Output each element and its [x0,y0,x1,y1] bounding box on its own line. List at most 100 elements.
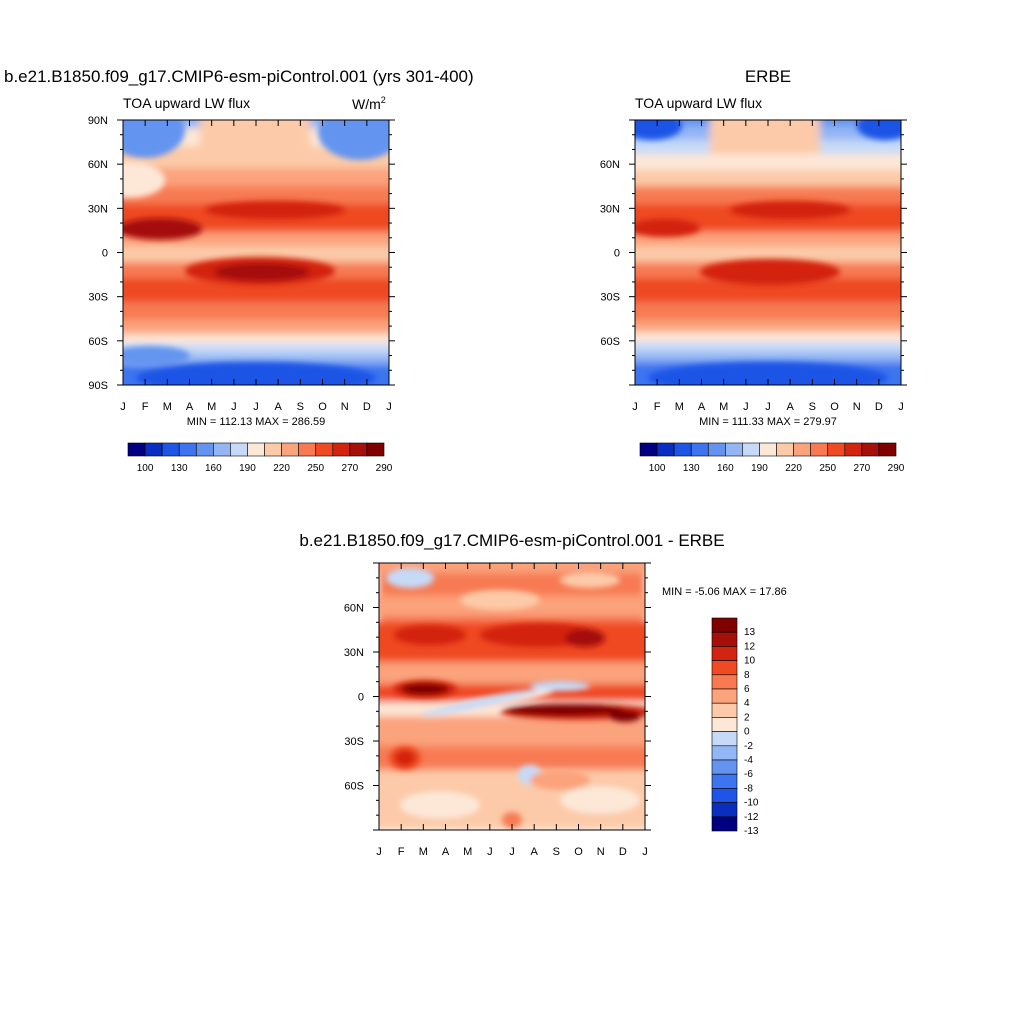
y-tick-label: 0 [102,248,108,260]
colorbar-label: -6 [744,769,753,780]
x-tick-label: A [786,401,794,413]
colorbar-label: 160 [717,463,734,474]
heatmap-field-model [123,120,389,385]
x-tick-label: A [274,401,282,413]
colorbar-swatch [127,442,146,457]
colorbar-swatch [711,816,738,832]
colorbar-label: 270 [854,463,871,474]
panel-diff: b.e21.B1850.f09_g17.CMIP6-esm-piControl.… [299,531,786,858]
x-tick-label: A [442,846,450,858]
x-tick-label: J [743,401,749,413]
colorbar-label: -4 [744,755,753,766]
colorbar-label: -12 [744,812,759,823]
y-tick-label: 30N [344,647,364,659]
x-tick-label: O [318,401,327,413]
stats-erbe: MIN = 111.33 MAX = 279.97 [699,416,837,428]
x-tick-label: M [719,401,728,413]
y-tick-label: 60S [600,336,620,348]
colorbar-label: 250 [819,463,836,474]
colorbar-label: 4 [744,698,750,709]
colorbar-swatch [332,442,351,457]
colorbar-swatch [315,442,334,457]
colorbar-swatch [711,646,738,661]
colorbar-swatch [711,688,738,704]
colorbar-swatch [161,442,180,457]
y-tick-label: 60S [344,781,364,793]
y-tick-label: 0 [358,692,364,704]
y-ticks-diff: 60N 30N 0 30S 60S [344,562,651,831]
colorbar-swatch [711,702,738,718]
colorbar-label: 100 [137,463,154,474]
colorbar-swatch [711,802,738,818]
colorbar-swatch [144,442,163,457]
colorbar-label: 160 [205,463,222,474]
x-tick-label: A [530,846,538,858]
colorbar-swatch [178,442,197,457]
colorbar-label: 290 [888,463,905,474]
x-tick-label: F [142,401,149,413]
colorbar-swatch [213,442,231,457]
colorbar-swatch [707,442,726,457]
x-tick-label: J [386,401,392,413]
colorbar-label: 8 [744,670,750,681]
panel-diff-title: b.e21.B1850.f09_g17.CMIP6-esm-piControl.… [299,531,724,550]
colorbar-swatch [349,442,368,457]
x-tick-label: A [698,401,706,413]
colorbar-swatch [711,788,738,803]
colorbar-swatch [281,442,299,457]
colorbar-label: 10 [744,656,756,667]
x-tick-label: M [675,401,684,413]
panel-erbe-subtitle: TOA upward LW flux [635,95,762,111]
colorbar-swatch [230,442,248,457]
colorbar-label: -8 [744,783,753,794]
colorbar-swatch [366,442,385,457]
colorbar-label: 6 [744,684,750,695]
colorbar-label: 250 [307,463,324,474]
x-tick-label: D [363,401,371,413]
colorbar-label: 130 [171,463,188,474]
x-tick-label: J [765,401,771,413]
colorbar-swatch [711,745,738,761]
y-tick-label: 90S [88,380,108,392]
colorbar-swatch [298,442,317,457]
x-tick-label: J [253,401,259,413]
colorbar-swatch [673,442,692,457]
y-ticks-erbe: 60N 30N 0 30S 60S [600,119,907,386]
y-ticks-model: 90N 60N 30N 0 30S 60S 90S [88,115,395,392]
y-tick-label: 60N [600,159,620,171]
x-tick-label: O [830,401,839,413]
colorbar-swatch [639,442,658,457]
x-tick-label: A [186,401,194,413]
x-tick-label: M [463,846,472,858]
panel-model: b.e21.B1850.f09_g17.CMIP6-esm-piControl.… [4,67,474,474]
colorbar-label: 190 [751,463,768,474]
x-tick-label: J [376,846,382,858]
colorbar-swatch [725,442,743,457]
panel-model-subtitle: TOA upward LW flux [123,95,250,111]
colorbar-swatch [247,442,265,457]
colorbar-swatch [878,442,897,457]
colorbar-swatch [759,442,777,457]
x-tick-label: J [509,846,515,858]
y-tick-label: 30N [88,203,108,215]
heatmap-field-erbe [635,120,901,385]
colorbar-swatch [742,442,760,457]
colorbar-swatch [810,442,829,457]
panel-erbe-title: ERBE [745,67,791,86]
colorbar-label: 130 [683,463,700,474]
colorbar-swatch [711,717,738,732]
x-tick-label: S [809,401,816,413]
colorbar-erbe: 100 130 160 190 220 250 270 290 [639,442,905,474]
colorbar-label: 220 [273,463,290,474]
colorbar-swatch [711,674,738,690]
x-tick-label: D [875,401,883,413]
x-tick-label: J [120,401,126,413]
colorbar-swatch [844,442,863,457]
colorbar-diff: 13 12 10 8 6 4 2 0 -2 -4 -6 -8 -10 -12 -13 [711,617,759,837]
panel-model-title: b.e21.B1850.f09_g17.CMIP6-esm-piControl.… [4,67,474,86]
colorbar-label: 270 [342,463,359,474]
